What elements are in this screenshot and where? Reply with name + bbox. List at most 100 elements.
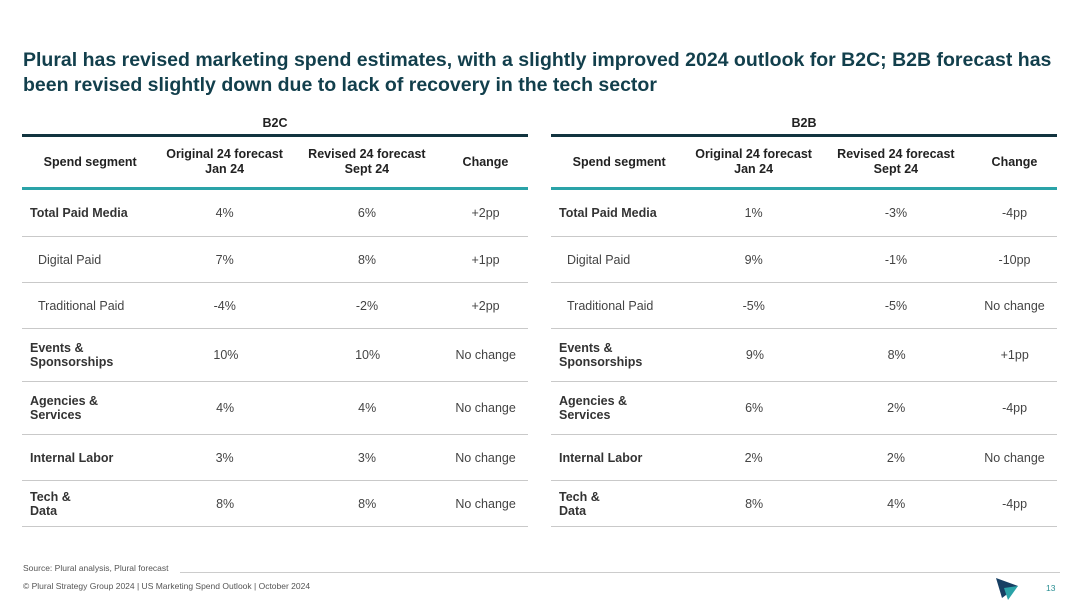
row-segment: Agencies & Services [30,394,99,422]
row-segment: Traditional Paid [38,298,125,313]
table-group-title: B2C [262,116,288,130]
row-revised: 8% [358,496,377,511]
row-change: -4pp [1002,496,1028,511]
row-revised: 8% [357,252,377,267]
row-change: +1pp [1000,348,1029,362]
row-segment: Internal Labor [30,450,114,465]
row-revised: 10% [355,348,381,362]
table-header-rule [551,187,1057,190]
row-original: 2% [744,450,763,465]
row-change: +1pp [471,252,500,267]
row-change: -10pp [998,252,1031,267]
table-row: Tech & Data 8% 8% No change [22,481,528,527]
table-row: Agencies & Services 6% 2% -4pp [551,382,1057,435]
table-row: Digital Paid 7% 8% +1pp [22,237,528,283]
row-change: +2pp [471,206,500,220]
row-revised: 3% [357,450,376,465]
header-original-line1: Original 24 forecast [695,147,812,161]
row-revised: -1% [884,252,908,267]
row-original: 3% [215,450,234,465]
table-group-title: B2B [791,116,817,130]
table-row: Internal Labor 2% 2% No change [551,435,1057,481]
table-row: Internal Labor 3% 3% No change [22,435,528,481]
row-revised: 4% [358,401,377,415]
header-revised-line2: Sept 24 [344,162,390,176]
row-change: -4pp [1002,206,1028,220]
row-segment: Internal Labor [559,450,643,465]
header-revised-line2: Sept 24 [873,162,919,176]
row-change: -4pp [1002,401,1028,415]
table-header: Spend segment Original 24 forecast Jan 24… [551,137,1057,187]
header-original-line2: Jan 24 [734,162,774,176]
header-segment: Spend segment [43,154,137,169]
footer-text: © Plural Strategy Group 2024 | US Market… [23,581,311,591]
row-original: 4% [215,206,234,220]
row-original: -4% [213,298,236,313]
header-revised-line1: Revised 24 forecast [308,147,426,161]
table-row: Events & Sponsorships 10% 10% No change [22,329,528,382]
header-original: Original 24 forecast Jan 24 [158,147,290,177]
row-change: +2pp [471,298,500,313]
header-original-line1: Original 24 forecast [166,147,283,161]
row-revised: -3% [884,206,908,220]
header-revised-line1: Revised 24 forecast [837,147,955,161]
row-change: No change [455,401,516,415]
row-segment: Total Paid Media [559,206,657,220]
row-revised: 4% [887,496,906,511]
table-row: Total Paid Media 1% -3% -4pp [551,190,1057,237]
table-header: Spend segment Original 24 forecast Jan 24… [22,137,528,187]
table-row: Agencies & Services 4% 4% No change [22,382,528,435]
table-header-rule [22,187,528,190]
table-row: Events & Sponsorships 9% 8% +1pp [551,329,1057,382]
row-original: -5% [742,298,765,313]
row-segment: Tech & Data [559,489,600,518]
row-original: 6% [745,401,764,415]
row-revised: 8% [887,348,906,362]
table-b2c: B2C Spend segment Original 24 forecast Ja… [22,116,528,527]
header-change: Change [991,154,1038,169]
row-original: 9% [745,348,764,362]
row-segment: Traditional Paid [567,298,654,313]
table-top-rule [551,134,1057,137]
row-original: 8% [745,496,764,511]
header-segment: Spend segment [572,154,666,169]
row-segment: Tech & Data [30,489,71,518]
header-original-line2: Jan 24 [205,162,245,176]
plural-logo-icon [996,578,1018,600]
page-number: 13 [1046,583,1056,593]
row-revised: 2% [887,401,906,415]
row-original: 7% [215,252,234,267]
row-segment: Agencies & Services [559,394,628,422]
table-top-rule [22,134,528,137]
row-original: 4% [216,401,235,415]
row-segment: Digital Paid [38,252,102,267]
row-original: 10% [213,348,239,362]
row-segment: Events & Sponsorships [559,341,643,369]
header-revised: Revised 24 forecast Sept 24 [820,147,972,177]
row-change: No change [455,496,516,511]
table-row: Digital Paid 9% -1% -10pp [551,237,1057,283]
source-note: Source: Plural analysis, Plural forecast [23,563,169,573]
row-change: No change [984,450,1045,465]
row-revised: 2% [886,450,905,465]
row-change: No change [984,298,1045,313]
row-revised: -2% [355,298,379,313]
slide-title: Plural has revised marketing spend estim… [23,49,1052,96]
row-change: No change [455,348,516,362]
table-row: Traditional Paid -5% -5% No change [551,283,1057,329]
row-revised: 6% [357,206,376,220]
row-original: 8% [216,496,235,511]
row-original: 1% [744,206,763,220]
header-original: Original 24 forecast Jan 24 [687,147,819,177]
row-segment: Digital Paid [567,252,631,267]
table-row: Traditional Paid -4% -2% +2pp [22,283,528,329]
row-segment: Events & Sponsorships [30,341,114,369]
table-row: Total Paid Media 4% 6% +2pp [22,190,528,237]
header-change: Change [462,154,509,169]
row-segment: Total Paid Media [30,206,128,220]
row-original: 9% [744,252,763,267]
footer-divider [180,572,1060,573]
row-revised: -5% [884,298,908,313]
table-row: Tech & Data 8% 4% -4pp [551,481,1057,527]
